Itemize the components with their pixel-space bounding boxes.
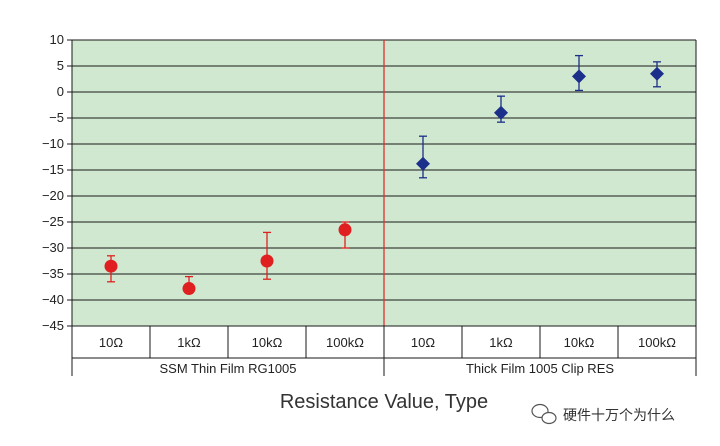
watermark-text: 硬件十万个为什么	[563, 408, 675, 424]
data-point	[572, 69, 586, 84]
y-tick-label: 5	[57, 58, 64, 73]
y-tick-label: −35	[42, 266, 64, 281]
y-tick-label: −15	[42, 162, 64, 177]
category-label: 100kΩ	[638, 335, 676, 350]
category-label: 1kΩ	[489, 335, 513, 350]
data-point	[338, 223, 352, 237]
category-label: 10kΩ	[252, 335, 283, 350]
data-point	[650, 66, 664, 81]
data-point	[104, 259, 118, 273]
category-label: 10Ω	[99, 335, 123, 350]
data-point	[494, 105, 508, 120]
y-tick-label: −40	[42, 292, 64, 307]
category-label: 100kΩ	[326, 335, 364, 350]
wechat-icon	[531, 403, 557, 425]
series-layer	[104, 54, 664, 296]
y-tick-label: −10	[42, 136, 64, 151]
y-tick-label: −45	[42, 318, 64, 333]
data-point	[416, 156, 430, 171]
watermark: 硬件十万个为什么	[531, 403, 675, 425]
group-label: Thick Film 1005 Clip RES	[466, 361, 614, 376]
x-axis-table: 10Ω 1kΩ 10kΩ 100kΩ 10Ω 1kΩ 10kΩ 100kΩ SSM Thin F…	[71, 325, 697, 376]
y-tick-label: 0	[57, 84, 64, 99]
category-label: 10kΩ	[564, 335, 595, 350]
category-label: 10Ω	[411, 335, 435, 350]
y-tick-label: −5	[49, 110, 64, 125]
x-axis-title: Resistance Value, Type	[280, 391, 488, 413]
y-tick-label: −20	[42, 188, 64, 203]
y-tick-label: 10	[50, 32, 64, 47]
category-label: 1kΩ	[177, 335, 201, 350]
y-tick-label: −30	[42, 240, 64, 255]
y-tick-label: −25	[42, 214, 64, 229]
data-point	[260, 254, 274, 268]
data-point	[182, 282, 196, 296]
y-axis-ticks: 10 5 0 −5 −10 −15 −20 −25 −30 −35 −40 −45	[42, 32, 72, 333]
group-label: SSM Thin Film RG1005	[159, 361, 296, 376]
